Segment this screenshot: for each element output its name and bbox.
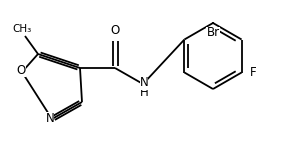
Text: O: O <box>16 64 26 76</box>
Text: O: O <box>110 24 120 37</box>
Text: Br: Br <box>206 26 220 39</box>
Text: N: N <box>140 76 148 90</box>
Text: H: H <box>140 86 148 98</box>
Text: F: F <box>250 66 257 79</box>
Text: CH₃: CH₃ <box>12 24 32 34</box>
Text: N: N <box>46 111 54 125</box>
